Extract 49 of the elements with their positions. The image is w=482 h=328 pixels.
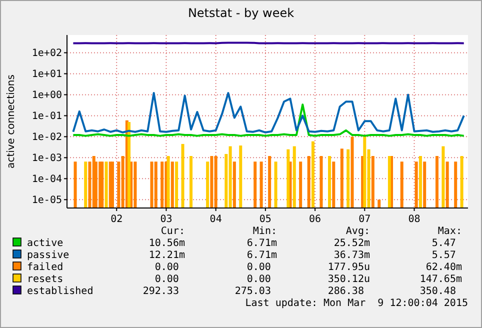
text: 0.00 bbox=[154, 262, 179, 273]
y-tick-label: 1e-01 bbox=[32, 111, 62, 122]
y-tick-label: 1e-03 bbox=[32, 153, 62, 164]
text: 6.71m bbox=[246, 250, 277, 261]
line-series bbox=[72, 92, 465, 134]
text: Max: bbox=[438, 226, 462, 237]
text: 0.00 bbox=[246, 274, 271, 285]
text: Avg: bbox=[346, 226, 370, 237]
y-tick-label: 1e-02 bbox=[32, 132, 62, 144]
text: 6.71m bbox=[246, 238, 277, 249]
x-tick-label: 03 bbox=[160, 214, 172, 225]
text: 10.56m bbox=[148, 238, 185, 249]
text: 25.52m bbox=[334, 238, 370, 249]
text: Min: bbox=[252, 226, 277, 237]
text: Last update: Mon Mar 9 12:00:04 2015 bbox=[245, 298, 468, 309]
legend-label: established bbox=[27, 286, 94, 297]
y-tick-label: 1e-04 bbox=[32, 174, 62, 186]
text: 350.12u bbox=[328, 274, 370, 285]
legend-label: resets bbox=[27, 274, 64, 285]
x-tick-label: 05 bbox=[259, 214, 272, 225]
x-tick-label: 08 bbox=[408, 214, 420, 225]
x-tick-label: 04 bbox=[210, 214, 222, 225]
text: 12.21m bbox=[148, 250, 185, 261]
y-tick-label: 1e-05 bbox=[32, 195, 62, 206]
y-tick-label: 1e+02 bbox=[32, 48, 62, 60]
text: 177.95u bbox=[328, 262, 370, 273]
chart-title: Netstat - by week bbox=[188, 6, 294, 20]
legend-label: passive bbox=[27, 250, 70, 261]
text: 292.33 bbox=[142, 286, 179, 297]
y-tick-label: 1e+00 bbox=[32, 90, 62, 102]
text: 275.03 bbox=[234, 286, 271, 297]
text: 36.73m bbox=[334, 250, 370, 261]
text: 5.57 bbox=[432, 250, 456, 261]
text: 62.40m bbox=[426, 262, 462, 273]
text: 147.65m bbox=[420, 274, 462, 285]
text: 286.38 bbox=[328, 286, 364, 297]
text: Cur: bbox=[160, 226, 185, 237]
y-tick-label: 1e+01 bbox=[32, 69, 62, 80]
x-tick-label: 06 bbox=[309, 214, 322, 225]
y-axis-title: active connections bbox=[6, 74, 17, 168]
text: 5.47 bbox=[432, 238, 456, 249]
text: 350.48 bbox=[420, 286, 456, 297]
x-tick-label: 07 bbox=[358, 214, 371, 225]
text: 0.00 bbox=[246, 262, 271, 273]
legend-label: active bbox=[27, 238, 64, 249]
text: 0.00 bbox=[154, 274, 179, 285]
x-tick-label: 02 bbox=[110, 214, 123, 225]
legend-label: failed bbox=[27, 262, 64, 273]
line-series bbox=[72, 104, 465, 137]
